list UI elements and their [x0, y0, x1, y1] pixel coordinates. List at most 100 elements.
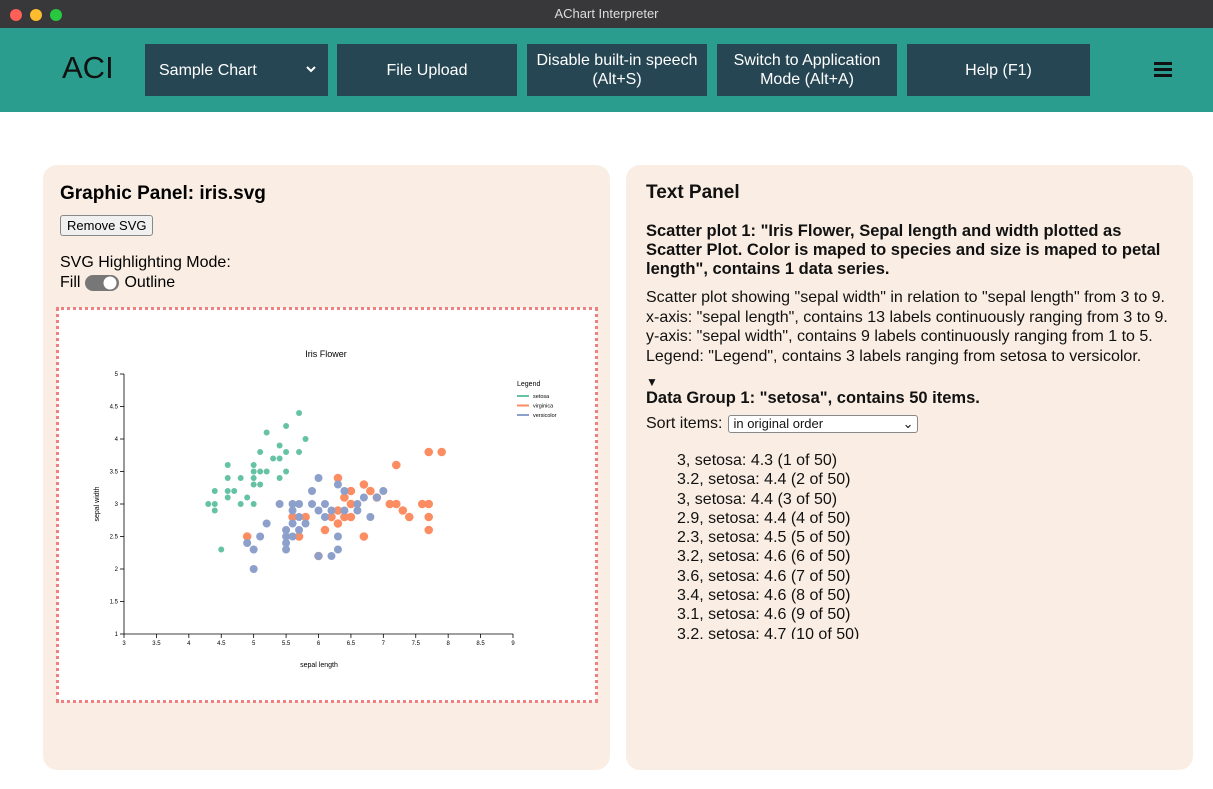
scatter-point — [237, 501, 244, 507]
scatter-point — [314, 552, 323, 560]
chart-heading: Scatter plot 1: "Iris Flower, Sepal leng… — [646, 222, 1161, 278]
scatter-point — [333, 473, 343, 483]
select-arrow: ⌄ — [902, 416, 914, 431]
chart-title: Iris Flower — [305, 349, 347, 359]
legend-label: versicolor — [533, 413, 557, 419]
scatter-point — [359, 493, 368, 502]
scatter-point — [242, 532, 252, 541]
toggle-switch[interactable] — [85, 274, 120, 292]
sample-select[interactable]: Sample Chart — [145, 44, 328, 96]
scatter-point — [308, 500, 317, 508]
x-axis-label: sepal length — [300, 662, 338, 669]
scatter-point — [257, 449, 264, 455]
sort-label: Sort items: — [646, 415, 723, 432]
scatter-point — [385, 499, 395, 509]
scatter-point — [398, 506, 408, 515]
scatter-point — [288, 512, 297, 522]
scatter-point — [392, 499, 401, 509]
scatter-point — [205, 501, 212, 507]
data-item: 3.6, setosa: 4.6 (7 of 50) — [677, 567, 851, 585]
scatter-point — [288, 519, 297, 528]
description-line: Scatter plot showing "sepal width" in re… — [646, 289, 1165, 306]
x-tick-label: 6.5 — [347, 641, 356, 647]
scatter-point — [211, 488, 218, 494]
y-tick-label: 4.5 — [110, 405, 119, 411]
scatter-point — [288, 500, 297, 508]
scatter-point — [270, 455, 277, 462]
scatter-point — [244, 494, 251, 501]
zoom-button[interactable] — [50, 9, 62, 21]
scatter-point — [250, 468, 257, 475]
scatter-point — [346, 486, 356, 496]
file-upload-button[interactable]: File Upload — [337, 44, 517, 96]
x-tick-label: 5.5 — [282, 641, 291, 647]
scatter-point — [296, 449, 303, 455]
scatter-point — [314, 474, 323, 482]
text-panel: Text Panel Scatter plot 1: "Iris Flower,… — [626, 165, 1193, 770]
scatter-point — [302, 436, 309, 442]
x-tick-label: 8.5 — [476, 641, 485, 647]
scatter-point — [366, 513, 375, 521]
scatter-point — [424, 447, 434, 457]
x-tick-label: 3.5 — [152, 641, 161, 647]
fill-label: Fill — [60, 274, 81, 291]
scatter-point — [249, 545, 258, 554]
scatter-point — [320, 500, 329, 508]
scatter-point — [333, 480, 342, 489]
scatter-point — [211, 501, 218, 507]
scatter-point — [301, 512, 310, 522]
scatter-point — [366, 486, 375, 496]
y-tick-label: 1.5 — [110, 600, 119, 606]
select-text: Sample Chart — [159, 61, 257, 79]
scatter-point — [282, 526, 291, 534]
description-line: y-axis: "sepal width", contains 9 labels… — [646, 328, 1153, 345]
legend-title: Legend — [517, 381, 540, 388]
graphic-panel-title: Graphic Panel: iris.svg — [60, 183, 266, 204]
scatter-point — [250, 462, 257, 468]
description-line: Legend: "Legend", contains 3 labels rang… — [646, 347, 1142, 365]
collapse-toggle[interactable]: ▼ — [646, 375, 658, 389]
scatter-point — [392, 460, 401, 470]
help-button[interactable]: Help (F1) — [907, 44, 1090, 96]
scatter-point — [288, 506, 297, 515]
x-tick-label: 4 — [187, 641, 191, 647]
scatter-point — [340, 487, 349, 495]
speech-button[interactable]: Disable built-in speech (Alt+S) — [527, 44, 707, 96]
scatter-point — [211, 507, 218, 514]
minimize-button[interactable] — [30, 9, 42, 21]
scatter-point — [437, 447, 446, 457]
legend-label: virginica — [533, 404, 554, 410]
description: Scatter plot showing "sepal width" in re… — [646, 288, 1181, 366]
scatter-point — [276, 475, 283, 481]
scatter-point — [276, 442, 283, 449]
data-item: 3.2, setosa: 4.4 (2 of 50) — [677, 471, 851, 489]
scatter-point — [275, 500, 284, 508]
mode-button[interactable]: Switch to Application Mode (Alt+A) — [717, 44, 897, 96]
scatter-point — [308, 487, 317, 495]
scatter-point — [359, 532, 369, 541]
scatter-point — [294, 532, 304, 541]
data-item: 3.2, setosa: 4.7 (10 of 50) — [677, 625, 860, 639]
y-tick-label: 3.5 — [110, 470, 119, 476]
x-tick-label: 7 — [382, 641, 386, 647]
x-tick-label: 7.5 — [412, 641, 421, 647]
scatter-point — [296, 410, 303, 416]
text-panel-content: Text Panel Scatter plot 1: "Iris Flower,… — [646, 182, 1181, 639]
scatter-point — [243, 539, 252, 547]
scatter-point — [282, 539, 291, 547]
scatter-point — [417, 499, 427, 509]
scatter-point — [333, 545, 342, 554]
data-item: 2.9, setosa: 4.4 (4 of 50) — [677, 509, 851, 527]
window-title: AChart Interpreter — [554, 6, 659, 21]
menu-icon[interactable] — [1154, 61, 1172, 77]
remove-svg-button[interactable]: Remove SVG — [60, 215, 154, 236]
scatter-point — [288, 532, 297, 541]
sort-select[interactable]: in original order ⌄ — [728, 415, 919, 433]
scatter-point — [346, 512, 356, 522]
y-tick-label: 2.5 — [110, 535, 119, 541]
text-panel-title: Text Panel — [646, 182, 740, 203]
scatter-point — [320, 513, 329, 521]
scatter-point — [340, 512, 349, 522]
scatter-point — [295, 513, 304, 521]
close-button[interactable] — [10, 9, 22, 21]
